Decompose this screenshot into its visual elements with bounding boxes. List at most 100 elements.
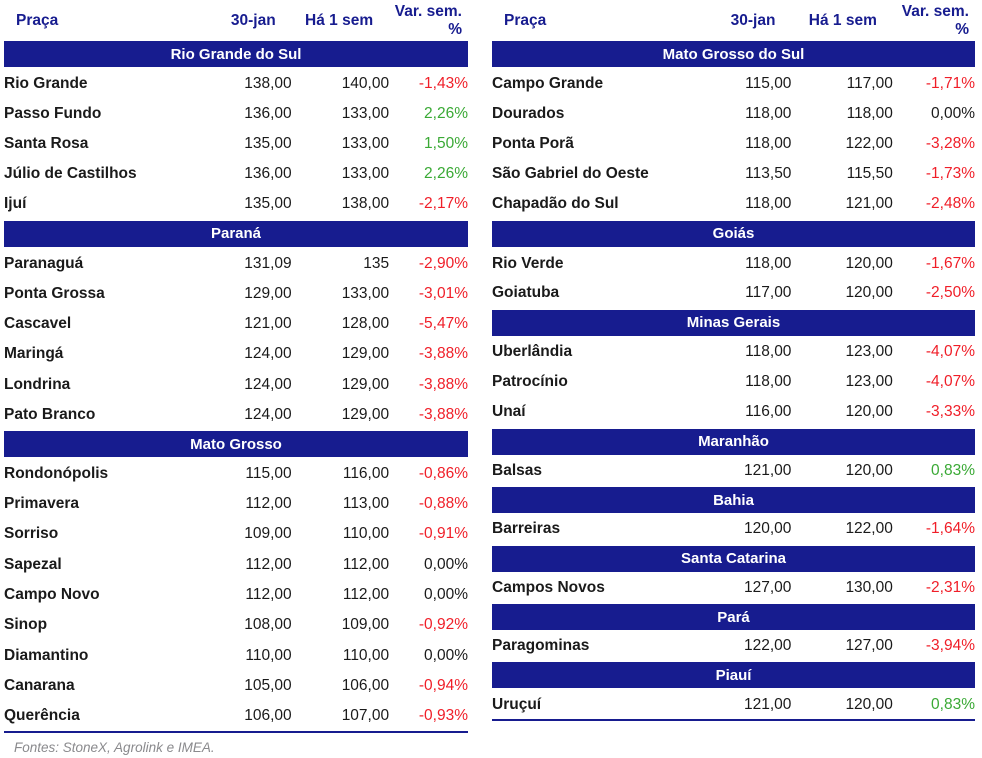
city-name: Uruçuí <box>492 695 542 713</box>
price-week-ago: 128,00 <box>341 314 390 332</box>
weekly-variation: -3,88% <box>418 405 468 423</box>
col-header-praca: Praça <box>504 12 547 29</box>
city-name: Campos Novos <box>492 578 605 596</box>
price-row: Canarana 105,00 106,00 -0,94% <box>4 671 468 701</box>
price-week-ago: 129,00 <box>341 345 390 363</box>
city-name: Passo Fundo <box>4 104 102 122</box>
weekly-variation: -3,01% <box>418 284 468 302</box>
col-header-var-sem: Var. sem. % <box>394 3 462 38</box>
price-week-ago: 122,00 <box>845 520 893 538</box>
region-header-row: Bahia <box>492 485 975 516</box>
price-current: 118,00 <box>745 195 792 213</box>
city-name: Querência <box>4 707 80 725</box>
price-week-ago: 127,00 <box>845 637 893 655</box>
city-name: Dourados <box>492 104 565 122</box>
price-current: 108,00 <box>244 616 292 634</box>
city-name: Londrina <box>4 375 71 393</box>
price-week-ago: 130,00 <box>845 578 893 596</box>
price-week-ago: 120,00 <box>845 284 893 302</box>
weekly-variation: 0,00% <box>424 555 468 573</box>
price-row: Rondonópolis 115,00 116,00 -0,86% <box>4 458 468 488</box>
price-row: Goiatuba 117,00 120,00 -2,50% <box>492 278 975 308</box>
city-name: Goiatuba <box>492 284 560 302</box>
weekly-variation: 2,26% <box>424 165 468 183</box>
price-row: Sorriso 109,00 110,00 -0,91% <box>4 519 468 549</box>
weekly-variation: -5,47% <box>418 314 468 332</box>
region-title: Mato Grosso <box>4 429 468 460</box>
weekly-variation: -2,31% <box>925 578 975 596</box>
price-current: 120,00 <box>744 520 792 538</box>
price-row: Ponta Grossa 129,00 133,00 -3,01% <box>4 278 468 308</box>
price-row: Campo Grande 115,00 117,00 -1,71% <box>492 68 975 98</box>
price-current: 118,00 <box>745 343 792 361</box>
weekly-variation: -0,88% <box>418 494 468 512</box>
price-week-ago: 112,00 <box>342 586 390 604</box>
region-title: Maranhão <box>492 426 975 457</box>
region-header-row: Mato Grosso <box>4 429 468 460</box>
weekly-variation: -3,88% <box>418 345 468 363</box>
price-current: 121,00 <box>744 462 792 480</box>
region-title: Paraná <box>4 218 468 249</box>
price-row: Passo Fundo 136,00 133,00 2,26% <box>4 98 468 128</box>
city-name: Paragominas <box>492 637 590 655</box>
price-row: Querência 106,00 107,00 -0,93% <box>4 701 468 731</box>
weekly-variation: -3,33% <box>925 403 975 421</box>
weekly-variation: -3,88% <box>418 375 468 393</box>
region-title: Piauí <box>492 660 975 691</box>
price-row: Chapadão do Sul 118,00 121,00 -2,48% <box>492 190 975 220</box>
region-header-row: Mato Grosso do Sul <box>492 39 975 69</box>
weekly-variation: 0,00% <box>424 646 468 664</box>
price-row: Campo Novo 112,00 112,00 0,00% <box>4 580 468 610</box>
city-name: Diamantino <box>4 646 89 664</box>
price-week-ago: 110,00 <box>342 646 390 664</box>
price-current: 135,00 <box>244 134 292 152</box>
price-row: Uberlândia 118,00 123,00 -4,07% <box>492 337 975 367</box>
price-row: Primavera 112,00 113,00 -0,88% <box>4 489 468 519</box>
region-header-row: Pará <box>492 602 975 633</box>
price-week-ago: 138,00 <box>341 195 390 213</box>
price-week-ago: 115,50 <box>846 165 893 183</box>
weekly-variation: -0,92% <box>418 616 468 634</box>
price-row: Pato Branco 124,00 129,00 -3,88% <box>4 400 468 430</box>
price-week-ago: 110,00 <box>342 525 390 543</box>
price-current: 113,50 <box>745 165 792 183</box>
region-title: Mato Grosso do Sul <box>492 39 975 69</box>
weekly-variation: 0,83% <box>931 695 975 713</box>
price-row: Unaí 116,00 120,00 -3,33% <box>492 398 975 428</box>
city-name: Rio Grande <box>4 74 88 92</box>
col-header-30jan: 30-jan <box>230 12 276 29</box>
region-header-row: Piauí <box>492 660 975 691</box>
price-week-ago: 140,00 <box>341 74 390 92</box>
price-current: 124,00 <box>244 375 292 393</box>
price-week-ago: 133,00 <box>341 104 390 122</box>
price-current: 135,00 <box>244 195 292 213</box>
weekly-variation: 1,50% <box>424 134 468 152</box>
city-name: Canarana <box>4 677 75 695</box>
price-row: Campos Novos 127,00 130,00 -2,31% <box>492 573 975 603</box>
city-name: Uberlândia <box>492 343 573 361</box>
region-header-row: Rio Grande do Sul <box>4 39 468 69</box>
price-row: Rio Grande 138,00 140,00 -1,43% <box>4 68 468 98</box>
price-current: 131,09 <box>244 254 292 272</box>
price-row: Sapezal 112,00 112,00 0,00% <box>4 549 468 579</box>
weekly-variation: -4,07% <box>925 343 975 361</box>
weekly-variation: 0,00% <box>931 104 975 122</box>
city-name: Júlio de Castilhos <box>4 165 137 183</box>
price-row: Barreiras 120,00 122,00 -1,64% <box>492 514 975 544</box>
col-header-30jan: 30-jan <box>730 12 776 29</box>
price-week-ago: 133,00 <box>341 165 390 183</box>
city-name: Ijuí <box>4 195 27 213</box>
city-name: Sorriso <box>4 525 59 543</box>
region-title: Goiás <box>492 218 975 249</box>
col-header-ha1sem: Há 1 sem <box>808 12 877 29</box>
price-row: Londrina 124,00 129,00 -3,88% <box>4 370 468 400</box>
price-week-ago: 113,00 <box>342 494 390 512</box>
price-week-ago: 135 <box>363 254 390 272</box>
weekly-variation: -1,73% <box>925 165 975 183</box>
city-name: Patrocínio <box>492 373 568 391</box>
price-week-ago: 133,00 <box>341 134 390 152</box>
price-row: Cascavel 121,00 128,00 -5,47% <box>4 309 468 339</box>
region-header-row: Minas Gerais <box>492 307 975 338</box>
city-name: Pato Branco <box>4 405 96 423</box>
